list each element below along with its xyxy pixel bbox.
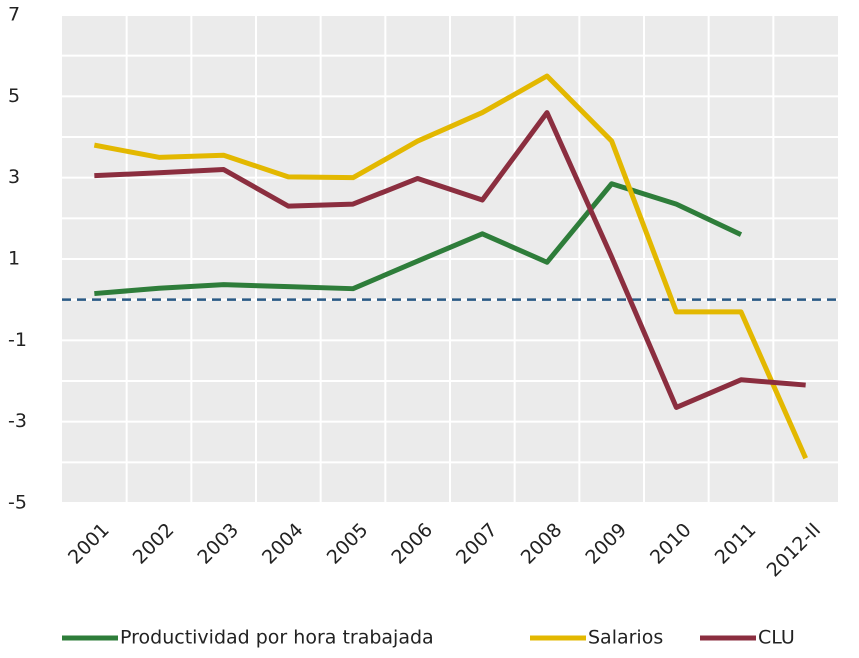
y-tick-label: -5 bbox=[8, 492, 27, 514]
y-tick-label: -3 bbox=[8, 410, 27, 432]
x-tick-label: 2010 bbox=[646, 519, 696, 569]
legend-label: CLU bbox=[758, 627, 795, 649]
x-tick-label: 2001 bbox=[64, 519, 114, 569]
x-tick-label: 2004 bbox=[258, 519, 308, 569]
y-tick-label: 3 bbox=[8, 166, 20, 188]
x-tick-label: 2011 bbox=[711, 519, 761, 569]
y-tick-label: -1 bbox=[8, 329, 27, 351]
series-line bbox=[94, 110, 806, 410]
y-tick-label: 7 bbox=[8, 4, 20, 26]
x-tick-label: 2009 bbox=[581, 519, 631, 569]
x-tick-label: 2003 bbox=[193, 519, 243, 569]
x-tick-label: 2002 bbox=[129, 519, 179, 569]
legend-label: Productividad por hora trabajada bbox=[120, 627, 434, 649]
x-tick-label: 2008 bbox=[517, 519, 567, 569]
x-tick-label: 2007 bbox=[452, 519, 502, 569]
x-tick-label: 2006 bbox=[387, 519, 437, 569]
y-tick-label: 1 bbox=[8, 248, 20, 270]
legend-label: Salarios bbox=[588, 627, 663, 649]
x-tick-label: 2005 bbox=[323, 519, 373, 569]
y-tick-label: 5 bbox=[8, 85, 20, 107]
series-line bbox=[94, 181, 743, 297]
series-line bbox=[93, 73, 808, 460]
x-tick-label: 2012-II bbox=[763, 519, 826, 582]
